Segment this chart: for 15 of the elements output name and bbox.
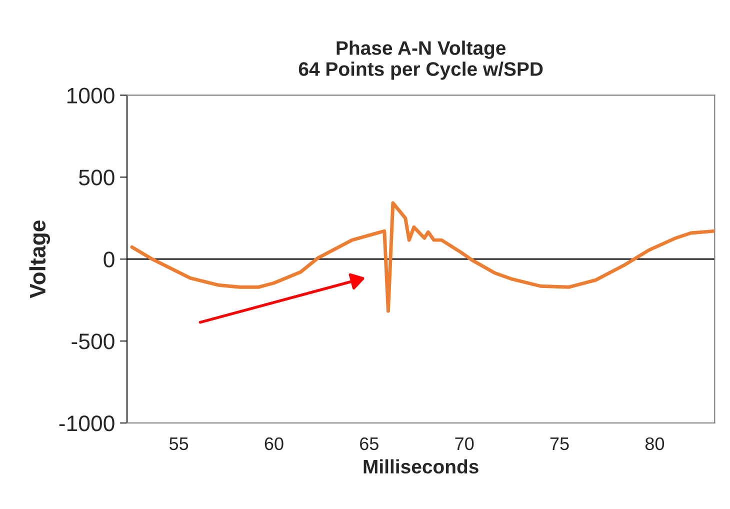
- y-tick-label: -500: [72, 334, 114, 350]
- line-series: [130, 201, 715, 313]
- chart-title: Phase A-N Voltage 64 Points per Cycle w/SPD: [298, 40, 543, 80]
- x-tick-label: 80: [645, 437, 664, 450]
- x-tick-label: 75: [550, 438, 569, 450]
- x-axis-title: Milliseconds: [364, 459, 478, 474]
- y-tick-label: 0: [104, 252, 114, 268]
- y-tick-label: 1000: [67, 88, 114, 104]
- x-tick-label: 55: [169, 438, 188, 450]
- y-tick-label: -1000: [59, 416, 114, 432]
- x-tick-label: 65: [360, 437, 378, 450]
- y-tick-label: 500: [79, 170, 114, 186]
- x-tick-label: 70: [455, 437, 474, 450]
- x-tick-label: 60: [264, 437, 284, 450]
- y-axis-title: Voltage: [29, 220, 50, 298]
